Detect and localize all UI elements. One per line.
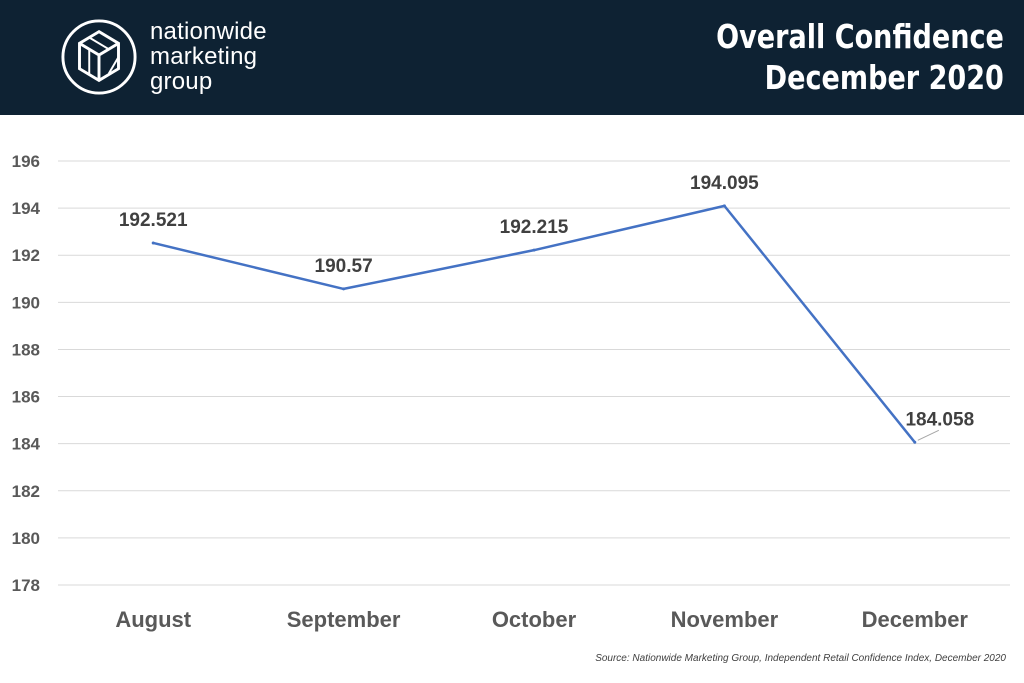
page-title: Overall Confidence December 2020 — [716, 16, 1004, 98]
data-label: 192.521 — [119, 210, 188, 231]
leader-line — [917, 429, 940, 441]
x-tick-label: August — [115, 607, 191, 632]
data-point — [342, 287, 346, 291]
header-banner: nationwide marketing group Overall Confi… — [0, 0, 1024, 115]
logo-wordmark: nationwide marketing group — [150, 19, 267, 94]
y-tick-label: 192 — [12, 246, 40, 265]
x-tick-label: November — [671, 607, 779, 632]
y-tick-label: 178 — [12, 576, 40, 595]
y-tick-label: 186 — [12, 388, 40, 407]
data-label: 190.57 — [315, 256, 373, 277]
series-line — [152, 204, 916, 444]
logo-line-2: marketing — [150, 43, 258, 70]
y-tick-label: 196 — [12, 152, 40, 171]
logo-line-1: nationwide — [150, 18, 267, 45]
data-point — [532, 248, 536, 252]
nationwide-cube-logo-icon — [61, 19, 137, 95]
y-tick-label: 182 — [12, 482, 40, 501]
data-point — [722, 204, 726, 208]
data-label: 194.095 — [690, 173, 759, 194]
y-tick-label: 180 — [12, 529, 40, 548]
x-tick-label: December — [862, 607, 969, 632]
x-tick-label: September — [287, 607, 401, 632]
source-note: Source: Nationwide Marketing Group, Inde… — [595, 653, 1006, 664]
title-line-2: December 2020 — [764, 58, 1004, 97]
y-tick-label: 188 — [12, 340, 40, 359]
title-line-1: Overall Confidence — [716, 17, 1004, 56]
x-tick-label: October — [492, 607, 577, 632]
data-label: 184.058 — [905, 409, 974, 430]
data-label: 192.215 — [500, 217, 569, 238]
y-tick-label: 194 — [12, 199, 41, 218]
data-point — [151, 241, 155, 245]
line-chart: 178 180 182 184 186 188 190 192 194 196 August Sept… — [12, 152, 1010, 632]
data-point — [913, 440, 917, 444]
y-tick-label: 190 — [12, 293, 40, 312]
y-tick-label: 184 — [12, 435, 41, 454]
logo-line-3: group — [150, 68, 213, 95]
